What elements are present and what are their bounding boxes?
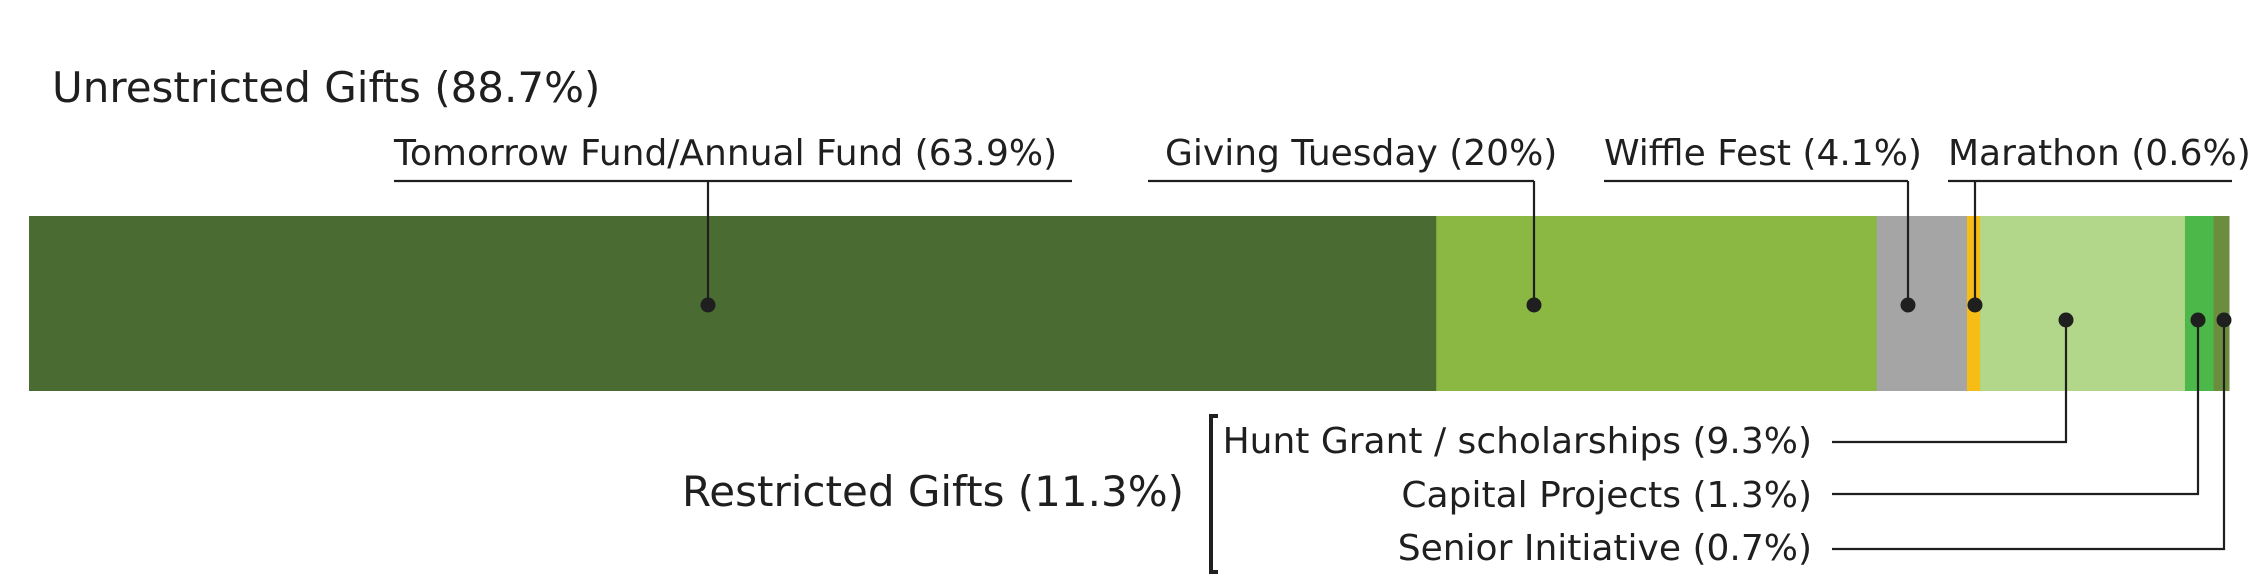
labels: Unrestricted Gifts (88.7%) Restricted Gi…	[52, 63, 2251, 569]
bar-segment-wiffle-fest	[1876, 216, 1968, 391]
group-label-unrestricted: Unrestricted Gifts (88.7%)	[52, 63, 600, 112]
segment-marker-wiffle-fest	[1900, 297, 1916, 313]
leader-line-hunt-grant-scholarships	[1832, 320, 2068, 444]
bar-segment-tomorrow-fund-annual-fund	[29, 216, 1437, 391]
segment-marker-giving-tuesday	[1526, 297, 1542, 313]
segment-label-senior-initiative: Senior Initiative (0.7%)	[1398, 528, 1812, 569]
stacked-bar	[29, 216, 2230, 391]
bar-segment-hunt-grant-scholarships	[1980, 216, 2186, 391]
leader-line-capital-projects	[1832, 320, 2200, 496]
segment-label-tomorrow-fund-annual-fund: Tomorrow Fund/Annual Fund (63.9%)	[393, 133, 1057, 174]
segment-label-giving-tuesday: Giving Tuesday (20%)	[1165, 133, 1557, 174]
segment-label-marathon: Marathon (0.6%)	[1948, 133, 2251, 174]
leader-lines	[394, 179, 2232, 551]
segment-marker-hunt-grant-scholarships	[2058, 312, 2074, 328]
segment-marker-tomorrow-fund-annual-fund	[700, 297, 716, 313]
segment-marker-capital-projects	[2190, 312, 2206, 328]
restricted-bracket	[1209, 414, 1218, 574]
segment-marker-senior-initiative	[2216, 312, 2232, 328]
segment-label-wiffle-fest: Wiffle Fest (4.1%)	[1604, 133, 1922, 174]
segment-marker-marathon	[1967, 297, 1983, 313]
segment-label-hunt-grant-scholarships: Hunt Grant / scholarships (9.3%)	[1223, 421, 1812, 462]
segment-label-capital-projects: Capital Projects (1.3%)	[1401, 475, 1812, 516]
leader-line-senior-initiative	[1832, 320, 2226, 551]
group-label-restricted: Restricted Gifts (11.3%)	[682, 467, 1184, 516]
bar-segment-capital-projects	[2184, 216, 2215, 391]
bar-segment-giving-tuesday	[1436, 216, 1878, 391]
bar-segment-senior-initiative	[2213, 216, 2230, 391]
